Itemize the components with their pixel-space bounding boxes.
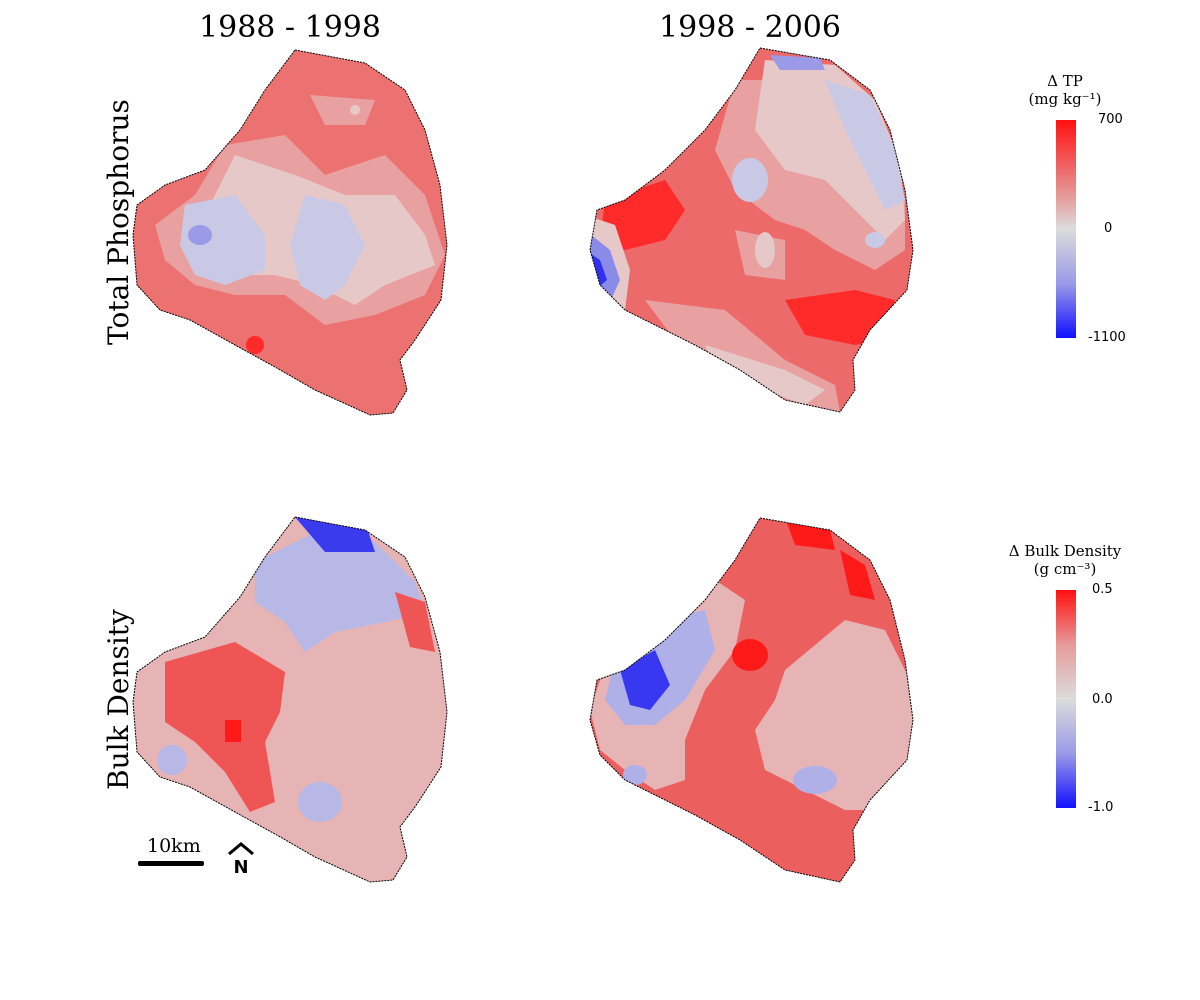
legend-tp-mid: 0: [1104, 221, 1112, 236]
north-arrow-icon: N: [226, 842, 256, 876]
legend-tp-title: Δ TP (mg kg⁻¹): [995, 72, 1135, 108]
legend-tp-max: 700: [1098, 112, 1123, 127]
map-tp-1988-1998: [125, 45, 455, 420]
column-title-1988-1998: 1988 - 1998: [140, 10, 440, 45]
scale-bar: [138, 861, 204, 866]
legend-tp-title-line2: (mg kg⁻¹): [995, 90, 1135, 108]
legend-bd-title-line2: (g cm⁻³): [995, 560, 1135, 578]
legend-bd-min: -1.0: [1088, 800, 1113, 815]
map-bd-1998-2006: [585, 510, 915, 890]
legend-bd-max: 0.5: [1092, 582, 1113, 597]
legend-bd-title: Δ Bulk Density (g cm⁻³): [995, 542, 1135, 578]
map-tp-1998-2006: [585, 40, 915, 420]
scale-bar-label: 10km: [147, 835, 201, 857]
legend-bd-mid: 0.0: [1092, 692, 1113, 707]
legend-bd-colorbar: [1056, 590, 1076, 808]
legend-tp-colorbar: [1056, 120, 1076, 338]
map-bd-1988-1998: [125, 512, 455, 887]
legend-tp-min: -1100: [1088, 330, 1126, 345]
legend-bd-title-line1: Δ Bulk Density: [995, 542, 1135, 560]
north-arrow-label: N: [233, 857, 248, 876]
legend-tp-title-line1: Δ TP: [995, 72, 1135, 90]
